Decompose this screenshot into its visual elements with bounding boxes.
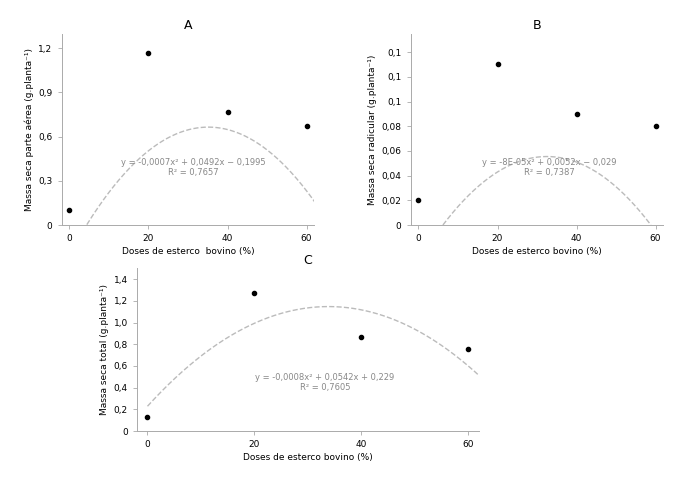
Y-axis label: Massa seca radicular (g.planta⁻¹): Massa seca radicular (g.planta⁻¹) xyxy=(369,54,378,205)
Title: B: B xyxy=(533,19,541,33)
Title: A: A xyxy=(184,19,192,33)
X-axis label: Doses de esterco  bovino (%): Doses de esterco bovino (%) xyxy=(122,247,254,256)
Title: C: C xyxy=(304,254,312,267)
Text: y = -0,0008x² + 0,0542x + 0,229
R² = 0,7605: y = -0,0008x² + 0,0542x + 0,229 R² = 0,7… xyxy=(255,373,395,392)
Y-axis label: Massa seca total (g.planta⁻¹): Massa seca total (g.planta⁻¹) xyxy=(101,284,109,415)
X-axis label: Doses de esterco bovino (%): Doses de esterco bovino (%) xyxy=(243,453,373,462)
X-axis label: Doses de esterco bovino (%): Doses de esterco bovino (%) xyxy=(472,247,602,256)
Y-axis label: Massa seca parte aérea (g.planta⁻¹): Massa seca parte aérea (g.planta⁻¹) xyxy=(25,48,34,211)
Text: y = -0,0007x² + 0,0492x − 0,1995
R² = 0,7657: y = -0,0007x² + 0,0492x − 0,1995 R² = 0,… xyxy=(121,158,265,177)
Text: y = -8E-05x² + 0,0052x − 0,029
R² = 0,7387: y = -8E-05x² + 0,0052x − 0,029 R² = 0,73… xyxy=(482,158,617,177)
